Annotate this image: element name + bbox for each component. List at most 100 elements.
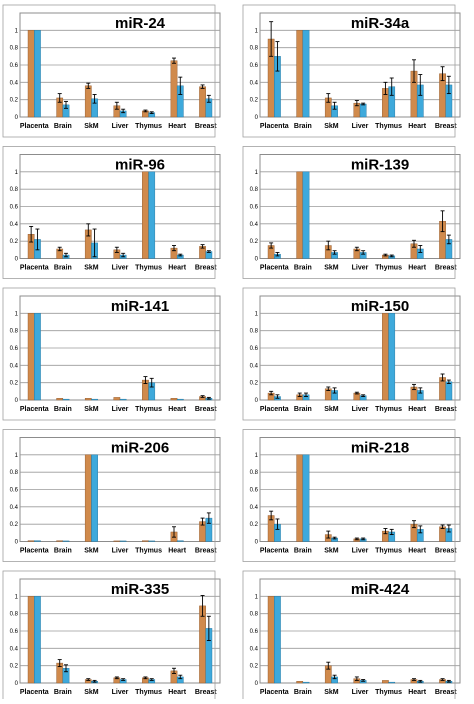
x-tick-label: Brain — [54, 265, 72, 272]
bar — [176, 398, 184, 401]
bar — [84, 398, 92, 401]
x-tick-label: Thymus — [375, 406, 402, 413]
x-tick-label: Heart — [408, 265, 427, 272]
x-tick-label: Brain — [54, 406, 72, 413]
y-tick-label: 0 — [255, 681, 259, 687]
y-tick-label: 0.2 — [250, 522, 259, 528]
x-tick-label: Thymus — [135, 406, 162, 413]
x-tick-label: Brain — [294, 689, 312, 696]
x-tick-label: SkM — [84, 406, 99, 413]
y-tick-label: 0 — [15, 681, 19, 687]
bar — [119, 540, 127, 542]
bar — [119, 398, 127, 401]
x-tick-label: Thymus — [375, 548, 402, 555]
y-tick-label: 0 — [15, 115, 19, 121]
x-tick-label: Thymus — [135, 265, 162, 272]
bar — [382, 313, 389, 401]
x-tick-label: Heart — [168, 689, 187, 696]
x-tick-label: SkM — [324, 406, 339, 413]
y-tick-label: 1 — [15, 453, 19, 459]
x-tick-label: Breast — [435, 689, 457, 696]
y-tick-label: 0.8 — [10, 612, 19, 618]
x-tick-label: Liver — [112, 689, 129, 696]
panel-border — [242, 146, 456, 279]
bar — [176, 540, 184, 542]
x-tick-label: Liver — [352, 265, 369, 272]
bar — [274, 596, 281, 684]
panel-border — [2, 287, 216, 421]
x-tick-label: Liver — [112, 406, 129, 413]
x-tick-label: Heart — [168, 265, 187, 272]
x-tick-label: Thymus — [375, 265, 402, 272]
x-tick-label: Breast — [435, 548, 457, 555]
y-tick-label: 0.8 — [250, 612, 259, 618]
y-tick-label: 0.8 — [10, 470, 19, 476]
x-tick-label: Breast — [435, 406, 457, 413]
y-tick-label: 0.8 — [10, 329, 19, 335]
y-tick-label: 0.8 — [250, 187, 259, 193]
chart-panel: 0 0.2 0.4 0.6 0.8 1 miR-34a Placenta Brain SkM Liv… — [242, 4, 461, 138]
x-tick-label: Heart — [408, 406, 427, 413]
x-tick-label: Placenta — [20, 265, 49, 272]
x-tick-label: SkM — [84, 689, 99, 696]
x-tick-label: Brain — [294, 265, 312, 272]
bar — [302, 454, 310, 542]
y-tick-label: 0.4 — [250, 646, 259, 652]
bar — [170, 398, 178, 401]
x-tick-label: Liver — [352, 123, 369, 130]
x-tick-label: Placenta — [20, 406, 49, 413]
y-tick-label: 0.6 — [250, 205, 259, 211]
y-tick-label: 0.4 — [250, 80, 259, 86]
bar — [199, 86, 206, 118]
bar — [296, 171, 304, 259]
bar — [296, 30, 304, 118]
x-tick-label: Brain — [294, 406, 312, 413]
x-tick-label: Placenta — [260, 689, 289, 696]
bar — [439, 526, 446, 542]
x-tick-label: Liver — [112, 123, 129, 130]
x-tick-label: Liver — [112, 265, 129, 272]
x-tick-label: Brain — [294, 548, 312, 555]
bar — [27, 540, 35, 542]
y-tick-label: 0.2 — [250, 664, 259, 670]
x-tick-label: Thymus — [135, 689, 162, 696]
bar — [302, 681, 310, 684]
panel-border — [242, 4, 456, 138]
x-tick-label: Breast — [435, 265, 457, 272]
x-tick-label: Placenta — [260, 123, 289, 130]
bar — [359, 103, 367, 118]
panel-border — [2, 146, 216, 279]
y-tick-label: 0 — [255, 398, 259, 404]
bar — [113, 540, 121, 542]
y-tick-label: 0 — [15, 398, 19, 404]
chart-title: miR-141 — [111, 298, 169, 315]
chart-title: miR-424 — [351, 581, 410, 598]
y-tick-label: 1 — [255, 311, 259, 317]
x-tick-label: Liver — [352, 548, 369, 555]
chart-title: miR-34a — [351, 15, 410, 32]
y-tick-label: 1 — [255, 28, 259, 34]
bar — [388, 681, 396, 684]
x-tick-label: Breast — [195, 265, 217, 272]
y-tick-label: 0.6 — [10, 629, 19, 635]
chart-panel: 0 0.2 0.4 0.6 0.8 1 miR-218 Placenta Brain SkM Liv… — [242, 429, 461, 562]
x-tick-label: Thymus — [135, 548, 162, 555]
chart-panel: 0 0.2 0.4 0.6 0.8 1 miR-206 Placenta Brain SkM Liv… — [2, 429, 221, 562]
bar — [302, 171, 310, 259]
bar — [296, 681, 304, 684]
y-tick-label: 0.8 — [250, 46, 259, 52]
chart-title: miR-24 — [115, 15, 166, 32]
y-tick-label: 0.2 — [10, 664, 19, 670]
x-tick-label: Brain — [54, 123, 72, 130]
bar — [142, 540, 149, 542]
bar — [445, 381, 453, 401]
x-tick-label: Heart — [168, 406, 187, 413]
x-tick-label: Placenta — [260, 548, 289, 555]
x-tick-label: Thymus — [135, 123, 162, 130]
y-tick-label: 0 — [15, 257, 19, 263]
x-tick-label: Liver — [352, 406, 369, 413]
bar — [34, 313, 41, 401]
y-tick-label: 1 — [255, 170, 259, 176]
